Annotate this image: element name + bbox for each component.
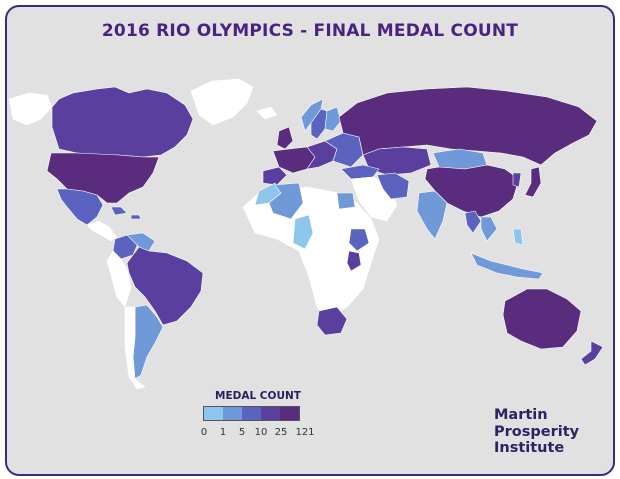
region-peru [106, 250, 132, 308]
region-iberia [262, 166, 288, 186]
region-japan [524, 166, 542, 198]
region-kenya [346, 250, 362, 272]
legend-swatch [261, 407, 280, 420]
legend-title: MEDAL COUNT [215, 390, 301, 402]
region-chile [124, 306, 146, 390]
world-map [8, 78, 604, 390]
brand-logo: Martin Prosperity Institute [494, 407, 579, 457]
region-thailand [464, 210, 482, 234]
region-iran [376, 172, 410, 200]
region-iceland [256, 106, 278, 120]
region-niger [292, 214, 314, 250]
brand-line: Martin [494, 407, 548, 423]
region-africa-other [242, 186, 380, 320]
region-brazil [126, 246, 204, 326]
legend-color-scale [203, 406, 300, 421]
region-mongolia [432, 148, 488, 170]
legend-label: 1 [219, 427, 227, 438]
region-caribbean [110, 206, 142, 220]
region-greenland [190, 78, 254, 126]
region-canada [51, 86, 194, 158]
region-united-states [46, 152, 160, 204]
map-title: 2016 RIO OLYMPICS - FINAL MEDAL COUNT [101, 21, 519, 41]
legend-label: 10 [254, 427, 268, 438]
region-venezuela [126, 232, 156, 252]
region-finland [324, 106, 342, 132]
region-indonesia [470, 252, 544, 280]
region-alaska [8, 92, 53, 126]
legend-label: 0 [200, 427, 208, 438]
region-algeria [268, 182, 304, 220]
brand-line: Institute [494, 440, 565, 456]
legend-swatch [223, 407, 242, 420]
region-australia [502, 288, 582, 350]
legend-labels: 0 1 5 10 25 121 [195, 427, 345, 441]
region-united-kingdom [276, 126, 294, 150]
legend-label: 25 [274, 427, 288, 438]
region-egypt [336, 192, 356, 210]
region-philippines [512, 228, 524, 246]
region-central-america [86, 220, 118, 242]
map-frame: 2016 RIO OLYMPICS - FINAL MEDAL COUNT [5, 5, 615, 476]
region-new-zealand [580, 340, 604, 366]
legend-label: 5 [238, 427, 246, 438]
legend-swatch [280, 407, 299, 420]
region-ethiopia [348, 228, 370, 252]
legend-swatch [242, 407, 261, 420]
region-turkey [340, 164, 380, 180]
region-south-africa [316, 306, 348, 336]
region-southeast-asia [480, 216, 498, 242]
legend-label: 121 [295, 427, 315, 438]
region-korea [512, 172, 522, 188]
region-india [416, 190, 448, 240]
legend-swatch [204, 407, 223, 420]
brand-line: Prosperity [494, 423, 580, 440]
region-mexico [56, 188, 104, 226]
